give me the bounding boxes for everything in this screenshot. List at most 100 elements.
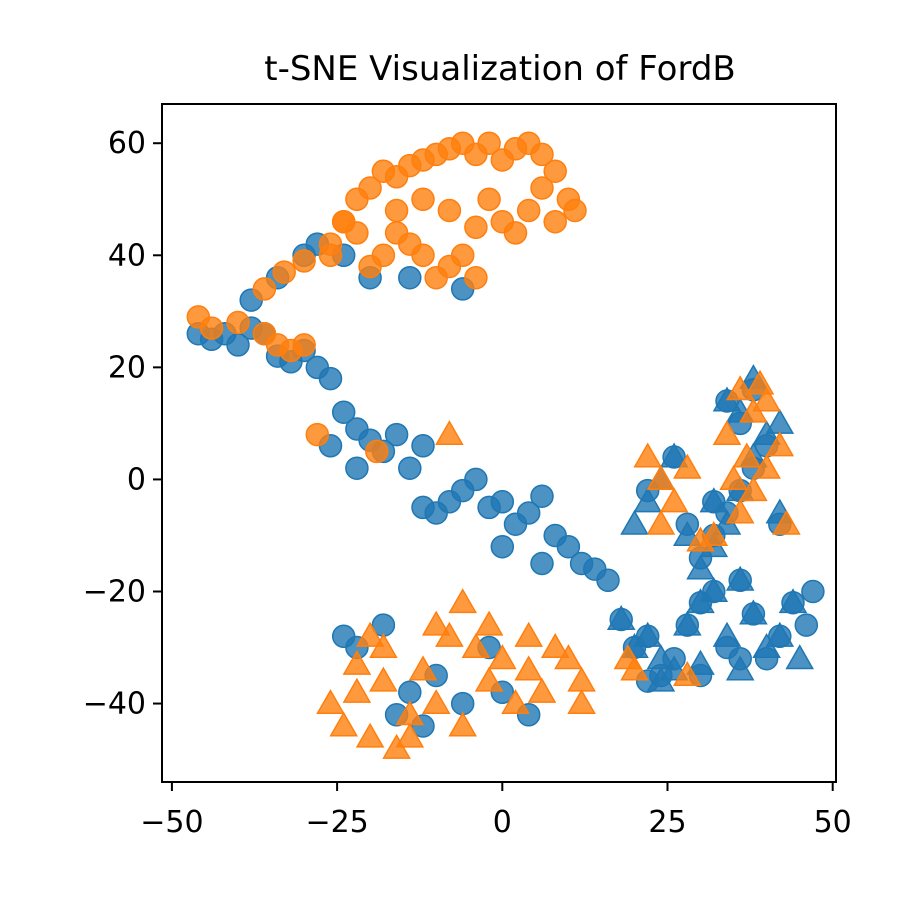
data-point-circle	[530, 176, 554, 200]
data-point-triangle	[712, 420, 742, 446]
data-point-circle	[437, 198, 462, 223]
y-axis: −40 −20 0 20 40 60	[83, 126, 162, 722]
data-point-triangle	[673, 610, 702, 636]
plot-frame	[161, 103, 837, 783]
data-point-circle	[318, 243, 343, 268]
data-point-triangle	[725, 498, 755, 524]
data-point-circle	[199, 316, 224, 340]
data-point-circle	[292, 333, 316, 357]
data-point-triangle	[620, 655, 649, 681]
series-2-circle-markers	[186, 131, 587, 464]
y-tick-label: −20	[83, 574, 146, 609]
y-tick-label: 0	[127, 462, 146, 497]
data-point-triangle	[739, 476, 768, 502]
data-point-circle	[464, 265, 488, 290]
data-point-circle	[365, 439, 389, 464]
data-point-circle	[490, 490, 515, 514]
data-point-circle	[398, 265, 422, 290]
data-point-triangle	[342, 649, 372, 675]
data-point-triangle	[421, 689, 451, 715]
data-point-circle	[477, 187, 501, 212]
data-point-circle	[411, 434, 435, 458]
data-point-triangle	[620, 509, 649, 535]
data-point-triangle	[355, 722, 385, 748]
data-point-triangle	[765, 621, 795, 647]
data-point-circle	[464, 467, 488, 492]
y-tick-label: 40	[108, 238, 146, 273]
data-point-circle	[516, 198, 541, 223]
data-point-circle	[556, 534, 581, 559]
data-point-triangle	[646, 464, 676, 490]
data-point-triangle	[408, 655, 438, 681]
data-point-triangle	[772, 509, 801, 535]
data-point-circle	[384, 221, 409, 245]
data-point-triangle	[659, 487, 689, 513]
data-point-circle	[490, 534, 515, 559]
data-point-circle	[450, 691, 475, 716]
data-point-circle	[384, 198, 409, 223]
data-point-triangle	[712, 621, 742, 647]
data-point-triangle	[752, 453, 781, 479]
data-point-circle	[398, 680, 422, 705]
data-point-triangle	[778, 588, 808, 614]
data-point-triangle	[673, 453, 702, 479]
data-point-triangle	[448, 588, 477, 614]
data-point-circle	[318, 366, 343, 391]
data-point-circle	[563, 198, 587, 223]
data-point-circle	[464, 215, 488, 240]
data-point-triangle	[514, 621, 543, 647]
series-3-triangle-markers	[316, 369, 801, 759]
data-point-triangle	[448, 711, 477, 737]
data-point-triangle	[633, 487, 662, 513]
chart-title: t-SNE Visualization of FordB	[264, 49, 735, 89]
data-point-triangle	[501, 689, 530, 715]
data-point-triangle	[659, 442, 689, 468]
data-point-circle	[411, 187, 435, 212]
x-axis: −50 −25 0 25 50	[140, 782, 852, 840]
data-point-triangle	[421, 610, 451, 636]
data-point-triangle	[633, 442, 662, 468]
data-point-circle	[794, 613, 819, 637]
x-tick-label: 50	[814, 805, 852, 840]
x-tick-label: 0	[493, 805, 512, 840]
data-point-circle	[490, 209, 515, 234]
data-point-triangle	[606, 604, 636, 631]
data-point-circle	[345, 456, 369, 480]
data-point-circle	[530, 551, 554, 576]
data-point-circle	[398, 456, 422, 480]
data-point-triangle	[699, 487, 729, 513]
data-point-circle	[305, 422, 330, 447]
data-point-circle	[516, 501, 541, 525]
data-point-triangle	[732, 442, 762, 468]
data-point-triangle	[342, 677, 372, 703]
data-point-circle	[530, 142, 554, 167]
x-tick-label: −50	[140, 805, 203, 840]
data-point-circle	[358, 176, 382, 200]
data-point-circle	[358, 254, 382, 279]
data-point-circle	[543, 159, 567, 183]
data-point-triangle	[355, 621, 385, 647]
data-point-circle	[226, 310, 250, 335]
data-point-triangle	[329, 711, 358, 737]
data-point-triangle	[725, 565, 755, 591]
data-point-triangle	[395, 722, 425, 748]
data-point-circle	[530, 484, 554, 508]
data-point-triangle	[752, 386, 781, 412]
data-point-triangle	[488, 644, 517, 670]
data-point-triangle	[461, 632, 491, 659]
data-point-triangle	[646, 509, 676, 535]
data-point-triangle	[554, 644, 583, 670]
data-point-triangle	[686, 554, 715, 580]
data-point-circle	[477, 131, 501, 155]
data-point-circle	[292, 249, 316, 273]
data-point-circle	[272, 260, 296, 284]
data-point-triangle	[765, 408, 795, 434]
data-point-triangle	[474, 666, 504, 692]
data-point-triangle	[646, 666, 676, 692]
data-point-triangle	[725, 655, 755, 681]
data-point-triangle	[765, 431, 795, 457]
data-point-triangle	[567, 689, 596, 715]
data-point-triangle	[673, 660, 702, 687]
data-point-triangle	[527, 677, 557, 703]
